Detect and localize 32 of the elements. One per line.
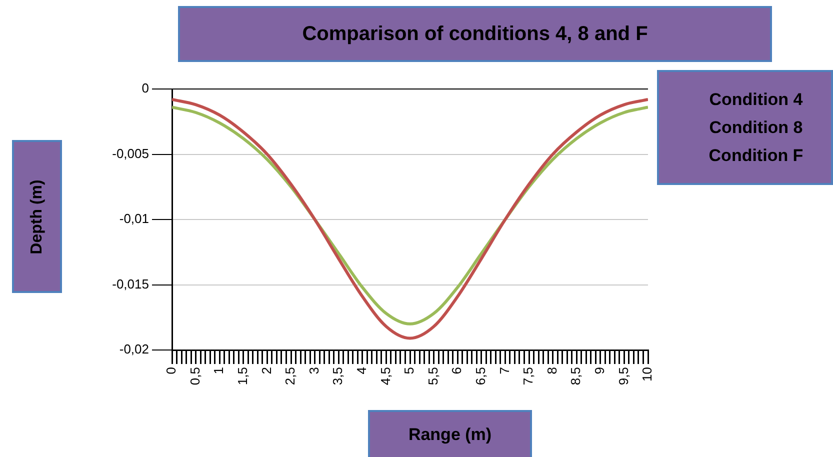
x-tick-label: 1: [211, 367, 226, 374]
x-tick-label: 9,5: [616, 367, 631, 386]
x-tick-label: 1,5: [234, 367, 250, 386]
x-axis-title: Range (m): [368, 410, 532, 457]
x-tick-label: 9: [592, 367, 607, 374]
x-tick-label: 4: [354, 367, 369, 374]
chart-title: Comparison of conditions 4, 8 and F: [178, 6, 772, 62]
y-tick-label: 0: [142, 80, 149, 96]
x-tick-label: 8,5: [568, 367, 584, 386]
y-tick-label: -0,02: [119, 342, 149, 357]
x-tick-label: 0: [164, 367, 179, 374]
y-tick-label: -0,015: [112, 276, 149, 292]
x-tick-label: 5: [402, 367, 417, 374]
x-tick-label: 7,5: [520, 367, 536, 386]
text: Condition 8: [708, 116, 803, 138]
y-tick-label: -0,01: [119, 211, 149, 226]
x-tick-label: 2: [258, 367, 274, 374]
x-tick-label: 3: [306, 367, 322, 374]
y-axis-title: Depth (m): [28, 179, 46, 254]
x-tick-label: 10: [640, 367, 655, 382]
x-tick-label: 0,5: [187, 367, 202, 386]
x-tick-label: 6,5: [472, 367, 488, 386]
text: Condition 4: [708, 88, 803, 110]
x-tick-label: 3,5: [330, 367, 346, 386]
text: Condition F: [708, 144, 804, 166]
x-tick-label: 4,5: [378, 367, 393, 386]
x-tick-label: 7: [496, 367, 512, 374]
x-tick-label: 5,5: [425, 367, 440, 386]
x-tick-label: 8: [544, 367, 560, 374]
x-tick-label: 6: [449, 367, 464, 374]
x-tick-label: 2,5: [282, 367, 298, 386]
y-tick-label: -0,005: [112, 146, 149, 161]
